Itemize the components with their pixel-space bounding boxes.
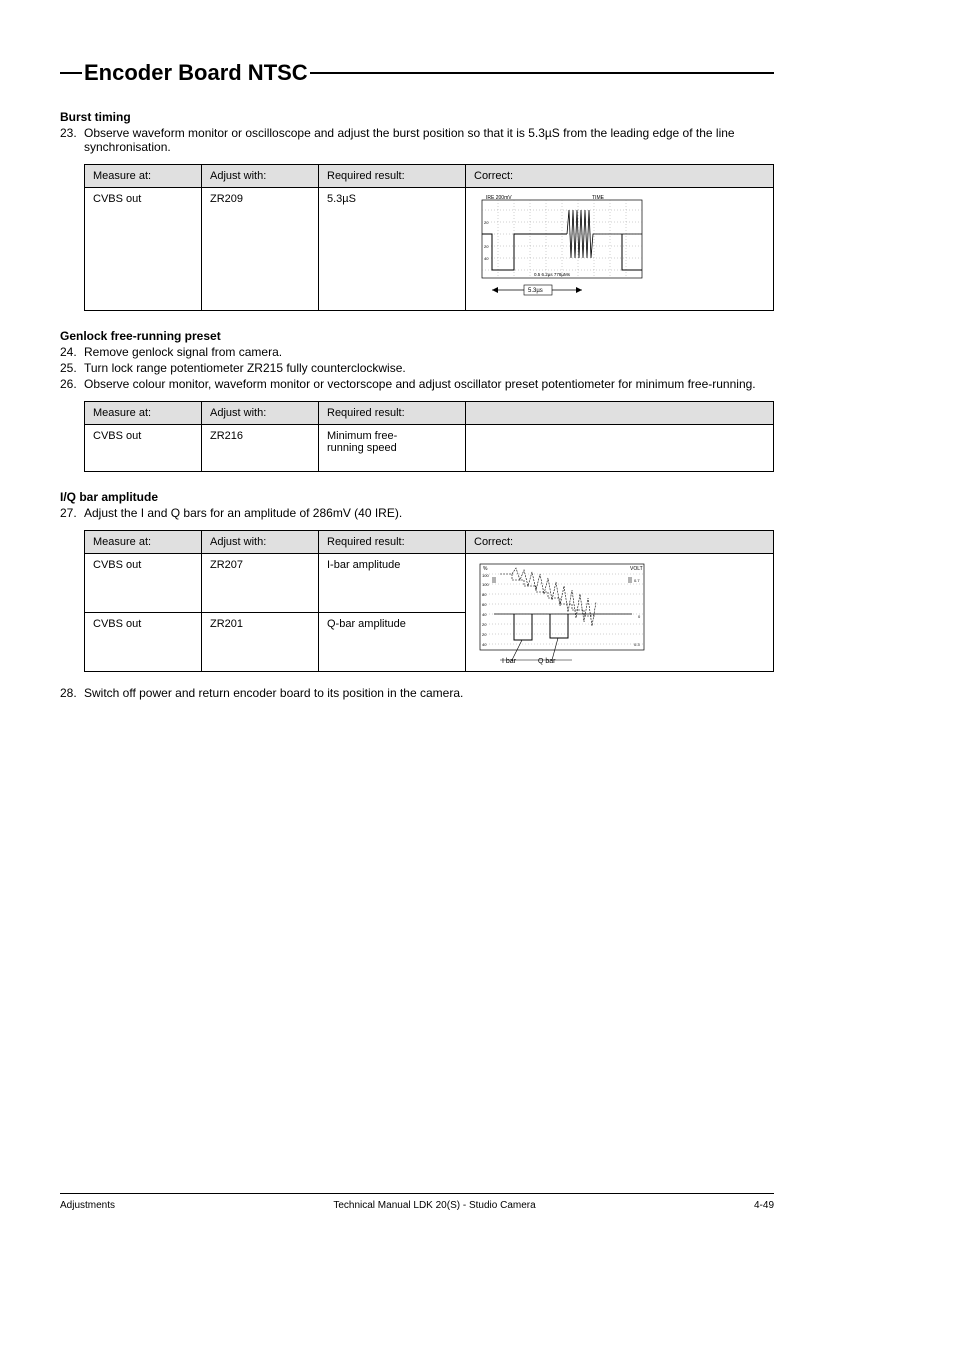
step-text: Observe colour monitor, waveform monitor… bbox=[84, 377, 774, 391]
svg-text:100: 100 bbox=[482, 582, 489, 587]
burst-timing-heading: Burst timing bbox=[60, 110, 774, 124]
iq-waveform-diagram: % VOLT 100 100 80 60 40 20 20 40 0.7 0 0… bbox=[472, 560, 652, 665]
th-result: Required result: bbox=[319, 402, 466, 425]
table-row: CVBS out ZR209 5.3µS bbox=[85, 188, 774, 311]
burst-waveform-diagram: IRE 200mV TIME 0.5 6.2µs 778µMs 5.3µs 20… bbox=[472, 194, 652, 304]
svg-text:40: 40 bbox=[484, 256, 489, 261]
svg-text:60: 60 bbox=[482, 602, 487, 607]
td-measure: CVBS out bbox=[85, 425, 202, 472]
th-correct: Correct: bbox=[466, 165, 774, 188]
step-number: 25. bbox=[60, 361, 84, 375]
table-header-row: Measure at: Adjust with: Required result… bbox=[85, 531, 774, 554]
td-result: Minimum free- running speed bbox=[319, 425, 466, 472]
result-line1: Minimum free- bbox=[327, 430, 397, 442]
svg-text:100: 100 bbox=[482, 573, 489, 578]
svg-text:40: 40 bbox=[482, 642, 487, 647]
svg-text:20: 20 bbox=[482, 632, 487, 637]
title-dash-left bbox=[60, 72, 82, 74]
td-result: I-bar amplitude bbox=[319, 554, 466, 613]
svg-text:80: 80 bbox=[482, 592, 487, 597]
table-row: CVBS out ZR216 Minimum free- running spe… bbox=[85, 425, 774, 472]
td-adjust: ZR216 bbox=[202, 425, 319, 472]
step-number: 27. bbox=[60, 506, 84, 520]
th-result: Required result: bbox=[319, 531, 466, 554]
burst-timing-table: Measure at: Adjust with: Required result… bbox=[84, 164, 774, 311]
svg-text:20: 20 bbox=[484, 220, 489, 225]
step-number: 23. bbox=[60, 126, 84, 154]
td-adjust: ZR207 bbox=[202, 554, 319, 613]
step-number: 28. bbox=[60, 686, 84, 700]
step-text: Turn lock range potentiometer ZR215 full… bbox=[84, 361, 774, 375]
td-measure: CVBS out bbox=[85, 554, 202, 613]
diagram-label-inner: 0.5 6.2µs 778µMs bbox=[534, 272, 571, 277]
th-adjust: Adjust with: bbox=[202, 402, 319, 425]
step-row: 23. Observe waveform monitor or oscillos… bbox=[60, 126, 774, 154]
svg-text:20: 20 bbox=[484, 244, 489, 249]
step-number: 26. bbox=[60, 377, 84, 391]
footer-right: 4-49 bbox=[754, 1200, 774, 1211]
footer-left: Adjustments bbox=[60, 1200, 115, 1211]
step-row: 24. Remove genlock signal from camera. bbox=[60, 345, 774, 359]
diagram-label-ire: IRE 200mV bbox=[486, 195, 512, 201]
td-blank bbox=[466, 425, 774, 472]
step-row: 28. Switch off power and return encoder … bbox=[60, 686, 774, 700]
section-title: Encoder Board NTSC bbox=[84, 60, 308, 86]
title-line-right bbox=[310, 72, 774, 74]
th-adjust: Adjust with: bbox=[202, 165, 319, 188]
td-measure: CVBS out bbox=[85, 188, 202, 311]
step-number: 24. bbox=[60, 345, 84, 359]
right-axis-label: VOLT bbox=[630, 566, 643, 572]
step-row: 27. Adjust the I and Q bars for an ampli… bbox=[60, 506, 774, 520]
result-line2: running speed bbox=[327, 442, 397, 454]
footer-center: Technical Manual LDK 20(S) - Studio Came… bbox=[333, 1200, 535, 1211]
iq-table: Measure at: Adjust with: Required result… bbox=[84, 530, 774, 672]
td-result: 5.3µS bbox=[319, 188, 466, 311]
diagram-label-time: TIME bbox=[592, 195, 605, 201]
step-text: Adjust the I and Q bars for an amplitude… bbox=[84, 506, 774, 520]
th-measure: Measure at: bbox=[85, 531, 202, 554]
svg-text:20: 20 bbox=[482, 622, 487, 627]
td-adjust: ZR201 bbox=[202, 613, 319, 672]
th-measure: Measure at: bbox=[85, 402, 202, 425]
svg-text:0.7: 0.7 bbox=[634, 578, 640, 583]
step-row: 25. Turn lock range potentiometer ZR215 … bbox=[60, 361, 774, 375]
th-blank bbox=[466, 402, 774, 425]
table-header-row: Measure at: Adjust with: Required result… bbox=[85, 165, 774, 188]
svg-text:0.3: 0.3 bbox=[634, 642, 640, 647]
td-adjust: ZR209 bbox=[202, 188, 319, 311]
step-row: 26. Observe colour monitor, waveform mon… bbox=[60, 377, 774, 391]
step-text: Switch off power and return encoder boar… bbox=[84, 686, 774, 700]
step-text: Observe waveform monitor or oscilloscope… bbox=[84, 126, 774, 154]
td-diagram: IRE 200mV TIME 0.5 6.2µs 778µMs 5.3µs 20… bbox=[466, 188, 774, 311]
genlock-table: Measure at: Adjust with: Required result… bbox=[84, 401, 774, 472]
q-bar-label: Q bar bbox=[538, 658, 556, 665]
svg-text:40: 40 bbox=[482, 612, 487, 617]
diagram-arrow-label: 5.3µs bbox=[528, 288, 543, 294]
th-adjust: Adjust with: bbox=[202, 531, 319, 554]
left-axis-label: % bbox=[483, 566, 488, 572]
genlock-heading: Genlock free-running preset bbox=[60, 329, 774, 343]
page-footer: Adjustments Technical Manual LDK 20(S) -… bbox=[60, 1193, 774, 1211]
td-measure: CVBS out bbox=[85, 613, 202, 672]
th-correct: Correct: bbox=[466, 531, 774, 554]
i-bar-label: I bar bbox=[502, 658, 517, 665]
td-result: Q-bar amplitude bbox=[319, 613, 466, 672]
th-measure: Measure at: bbox=[85, 165, 202, 188]
table-row: CVBS out ZR207 I-bar amplitude % bbox=[85, 554, 774, 613]
th-result: Required result: bbox=[319, 165, 466, 188]
section-title-row: Encoder Board NTSC bbox=[60, 60, 774, 86]
iq-heading: I/Q bar amplitude bbox=[60, 490, 774, 504]
table-header-row: Measure at: Adjust with: Required result… bbox=[85, 402, 774, 425]
step-text: Remove genlock signal from camera. bbox=[84, 345, 774, 359]
td-diagram: % VOLT 100 100 80 60 40 20 20 40 0.7 0 0… bbox=[466, 554, 774, 672]
